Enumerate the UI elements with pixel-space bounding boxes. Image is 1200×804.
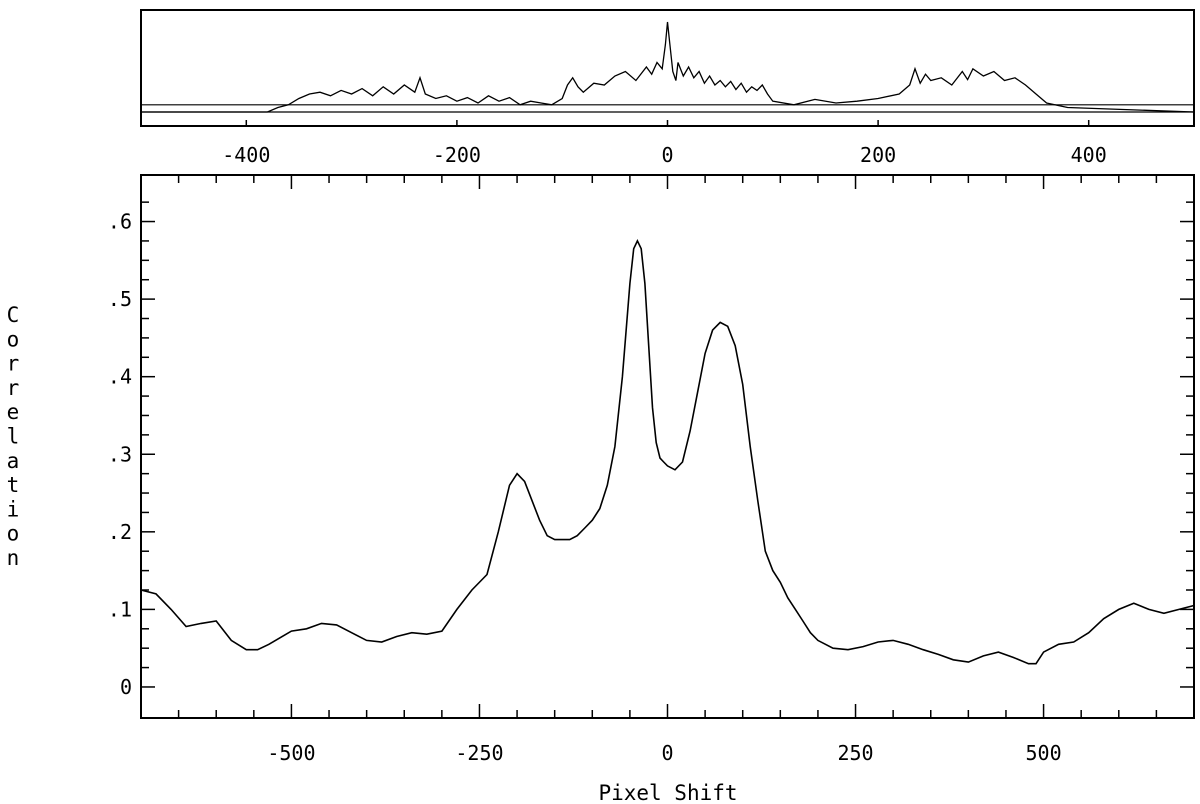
top-x-tick-label: -200 — [433, 143, 481, 167]
main-panel: -500 -250 0 250 500 0 .1 .2 .3 .4 .5 .6 — [108, 174, 1195, 765]
main-x-tick-label: 500 — [1026, 741, 1062, 765]
x-axis-label: Pixel Shift — [598, 781, 737, 804]
y-axis-label-char: a — [7, 449, 20, 473]
y-axis-label-char: o — [7, 522, 20, 546]
main-x-tick-label: -500 — [267, 741, 315, 765]
y-axis-label-char: l — [7, 425, 20, 449]
main-x-tick-label: 0 — [661, 741, 673, 765]
y-axis-label-char: n — [7, 546, 20, 570]
top-panel: -400 -200 0 200 400 — [140, 9, 1195, 167]
y-axis-label-char: t — [7, 473, 20, 497]
top-baselines — [141, 104, 1194, 113]
y-axis-label-char: C — [7, 303, 20, 327]
main-y-ticks: 0 .1 .2 .3 .4 .5 .6 — [108, 210, 132, 699]
y-axis-label-char: e — [7, 400, 20, 424]
y-axis-label-char: o — [7, 327, 20, 351]
top-x-tick-label: 400 — [1071, 143, 1107, 167]
main-panel-frame — [140, 174, 1195, 719]
main-x-tick-label: 250 — [837, 741, 873, 765]
main-y-tick-label: .3 — [108, 442, 132, 466]
main-y-tick-label: .4 — [108, 365, 132, 389]
y-axis-label-char: i — [7, 497, 20, 521]
main-y-tick-label: 0 — [120, 675, 132, 699]
main-x-tick-label: -250 — [455, 741, 503, 765]
main-y-tick-label: .5 — [108, 287, 132, 311]
main-series-line — [140, 239, 1195, 665]
top-series-line — [141, 21, 1195, 113]
top-x-ticks: -400 -200 0 200 400 — [222, 120, 1107, 167]
main-y-tick-label: .2 — [108, 520, 132, 544]
top-x-tick-label: 0 — [661, 143, 673, 167]
y-axis-label-char: r — [7, 352, 20, 376]
y-axis-label-char: r — [7, 376, 20, 400]
main-y-tick-label: .1 — [108, 597, 132, 621]
main-y-tick-label: .6 — [108, 210, 132, 234]
top-x-tick-label: 200 — [860, 143, 896, 167]
main-x-ticks: -500 -250 0 250 500 — [267, 741, 1061, 765]
main-frame-minor-ticks — [140, 175, 1195, 718]
top-x-tick-label: -400 — [222, 143, 270, 167]
